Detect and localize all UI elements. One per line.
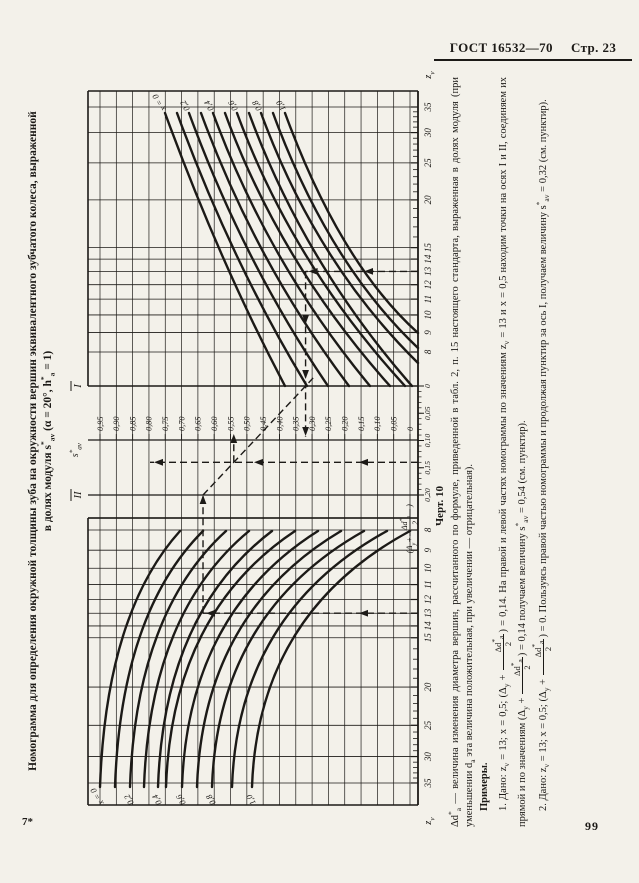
svg-text:0: 0 xyxy=(423,384,432,388)
svg-text:12: 12 xyxy=(423,280,433,290)
svg-text:I: I xyxy=(73,384,84,389)
curves-left-chart xyxy=(98,529,412,789)
svg-text:0,75: 0,75 xyxy=(161,416,170,431)
chart-frames xyxy=(87,90,419,806)
sav-scale: 0,95 0,90 0,85 0,80 0,75 0,70 0,65 0,60 0,55 0,50… xyxy=(69,416,415,458)
svg-text:0,85: 0,85 xyxy=(128,416,137,431)
svg-text:0,65: 0,65 xyxy=(194,416,203,431)
svg-text:11: 11 xyxy=(423,295,433,303)
svg-text:8: 8 xyxy=(423,527,433,532)
svg-text:0,80: 0,80 xyxy=(145,416,154,431)
svg-text:0,35: 0,35 xyxy=(292,416,301,431)
page-header: ГОСТ 16532—70 Стр. 23 xyxy=(434,40,632,61)
example-2-text: 2. Дано: zv = 13; x = 0,5; (Δy + Δd*a 2) … xyxy=(529,99,553,811)
notes-block: Δd*a — величина изменения диаметра верши… xyxy=(446,77,553,827)
svg-text:9: 9 xyxy=(423,547,433,552)
svg-text:14: 14 xyxy=(423,621,433,631)
svg-text:25: 25 xyxy=(423,158,433,168)
svg-text:35: 35 xyxy=(423,102,433,113)
svg-text:zv: zv xyxy=(423,71,436,80)
svg-text:8: 8 xyxy=(423,349,433,354)
svg-text:25: 25 xyxy=(423,720,433,730)
svg-text:0,45: 0,45 xyxy=(259,416,268,431)
svg-text:0,30: 0,30 xyxy=(308,416,317,431)
svg-text:35: 35 xyxy=(423,778,433,789)
svg-text:0,20: 0,20 xyxy=(423,488,432,502)
svg-text:0,6: 0,6 xyxy=(225,98,239,113)
svg-text:II: II xyxy=(73,491,84,499)
grid-lines xyxy=(88,91,418,805)
svg-text:Δd*a: Δd*a xyxy=(400,516,413,532)
svg-text:0,4: 0,4 xyxy=(201,98,215,113)
svg-text:(Δy+: (Δy+ xyxy=(404,537,417,553)
svg-text:0,25: 0,25 xyxy=(324,416,333,431)
svg-text:zv: zv xyxy=(423,817,436,826)
svg-text:1,0: 1,0 xyxy=(273,98,287,113)
svg-text:0,60: 0,60 xyxy=(210,416,219,431)
signature-mark: 7* xyxy=(22,816,33,828)
curve-labels: x = 0x = 00,20,20,40,40,60,60,80,81,01,0 xyxy=(88,92,288,808)
svg-text:2: 2 xyxy=(411,521,420,525)
zv-axes: 8899101011111212131314141515202025253030… xyxy=(411,71,436,826)
svg-text:30: 30 xyxy=(423,128,433,139)
example-dashed-lines xyxy=(150,268,418,617)
svg-text:0,2: 0,2 xyxy=(177,98,191,113)
page-ref: Стр. 23 xyxy=(570,40,617,55)
svg-text:0,95: 0,95 xyxy=(96,416,105,431)
svg-text:14: 14 xyxy=(423,254,433,264)
svg-text:0,40: 0,40 xyxy=(275,416,284,431)
svg-text:0,8: 0,8 xyxy=(249,98,263,113)
svg-text:10: 10 xyxy=(423,563,433,573)
svg-text:s*av: s*av xyxy=(69,442,84,457)
svg-text:0,20: 0,20 xyxy=(341,416,350,431)
svg-text:0,15: 0,15 xyxy=(423,461,432,475)
svg-text:0,70: 0,70 xyxy=(177,416,186,431)
svg-text:20: 20 xyxy=(423,682,433,692)
svg-text:0,50: 0,50 xyxy=(243,416,252,431)
svg-text:0,90: 0,90 xyxy=(112,416,121,431)
svg-text:0,15: 0,15 xyxy=(357,416,366,431)
axis-designators: III xyxy=(70,381,84,501)
svg-text:0,05: 0,05 xyxy=(423,406,432,420)
svg-text:0,10: 0,10 xyxy=(373,416,382,431)
delta-scale: 0,20 0,15 0,10 0,05 0 (Δy+ Δd*a2) xyxy=(400,384,432,553)
svg-text:12: 12 xyxy=(423,594,433,604)
gost-number: ГОСТ 16532—70 xyxy=(449,40,553,55)
svg-text:15: 15 xyxy=(423,243,433,253)
svg-text:15: 15 xyxy=(423,633,433,643)
svg-text:10: 10 xyxy=(423,310,433,320)
page-number: 99 xyxy=(585,819,599,833)
curves-right-chart xyxy=(163,111,420,388)
figure-caption: Черт. 10 xyxy=(434,486,446,527)
svg-text:30: 30 xyxy=(423,752,433,763)
svg-text:0: 0 xyxy=(406,426,415,431)
examples-heading: Примеры. xyxy=(479,762,490,811)
svg-text:13: 13 xyxy=(423,608,433,618)
svg-text:0,55: 0,55 xyxy=(226,416,235,431)
svg-text:0,05: 0,05 xyxy=(389,416,398,431)
svg-text:11: 11 xyxy=(423,580,433,588)
example-1-text: 1. Дано: zv = 13; x = 0,5; (Δy + Δd*a 2) … xyxy=(490,77,532,827)
svg-text:0,10: 0,10 xyxy=(423,434,432,448)
svg-text:13: 13 xyxy=(423,266,433,276)
svg-text:20: 20 xyxy=(423,195,433,205)
svg-text:): ) xyxy=(404,504,414,508)
svg-text:9: 9 xyxy=(423,330,433,335)
note-paragraph: Δd*a — величина изменения диаметра верши… xyxy=(446,77,478,827)
